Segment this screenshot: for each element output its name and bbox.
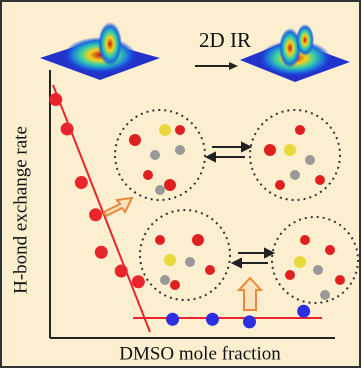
chart: 2D IR H-bond exchange rate DMSO mole fra…	[0, 0, 361, 368]
data-point	[49, 93, 62, 106]
x-axis-label: DMSO mole fraction	[119, 343, 281, 364]
data-point	[61, 122, 74, 135]
y-axis-label: H-bond exchange rate	[10, 126, 31, 294]
data-point	[166, 313, 179, 326]
data-point	[89, 208, 102, 221]
page: {"chart_data": {"type": "scatter", "anno…	[0, 0, 361, 368]
data-point	[243, 315, 256, 328]
data-point	[95, 246, 108, 259]
data-point	[115, 265, 128, 278]
annotation: 2D IR	[199, 28, 251, 52]
data-point	[206, 313, 219, 326]
data-point	[75, 176, 88, 189]
data-point	[132, 275, 145, 288]
data-point	[297, 305, 310, 318]
